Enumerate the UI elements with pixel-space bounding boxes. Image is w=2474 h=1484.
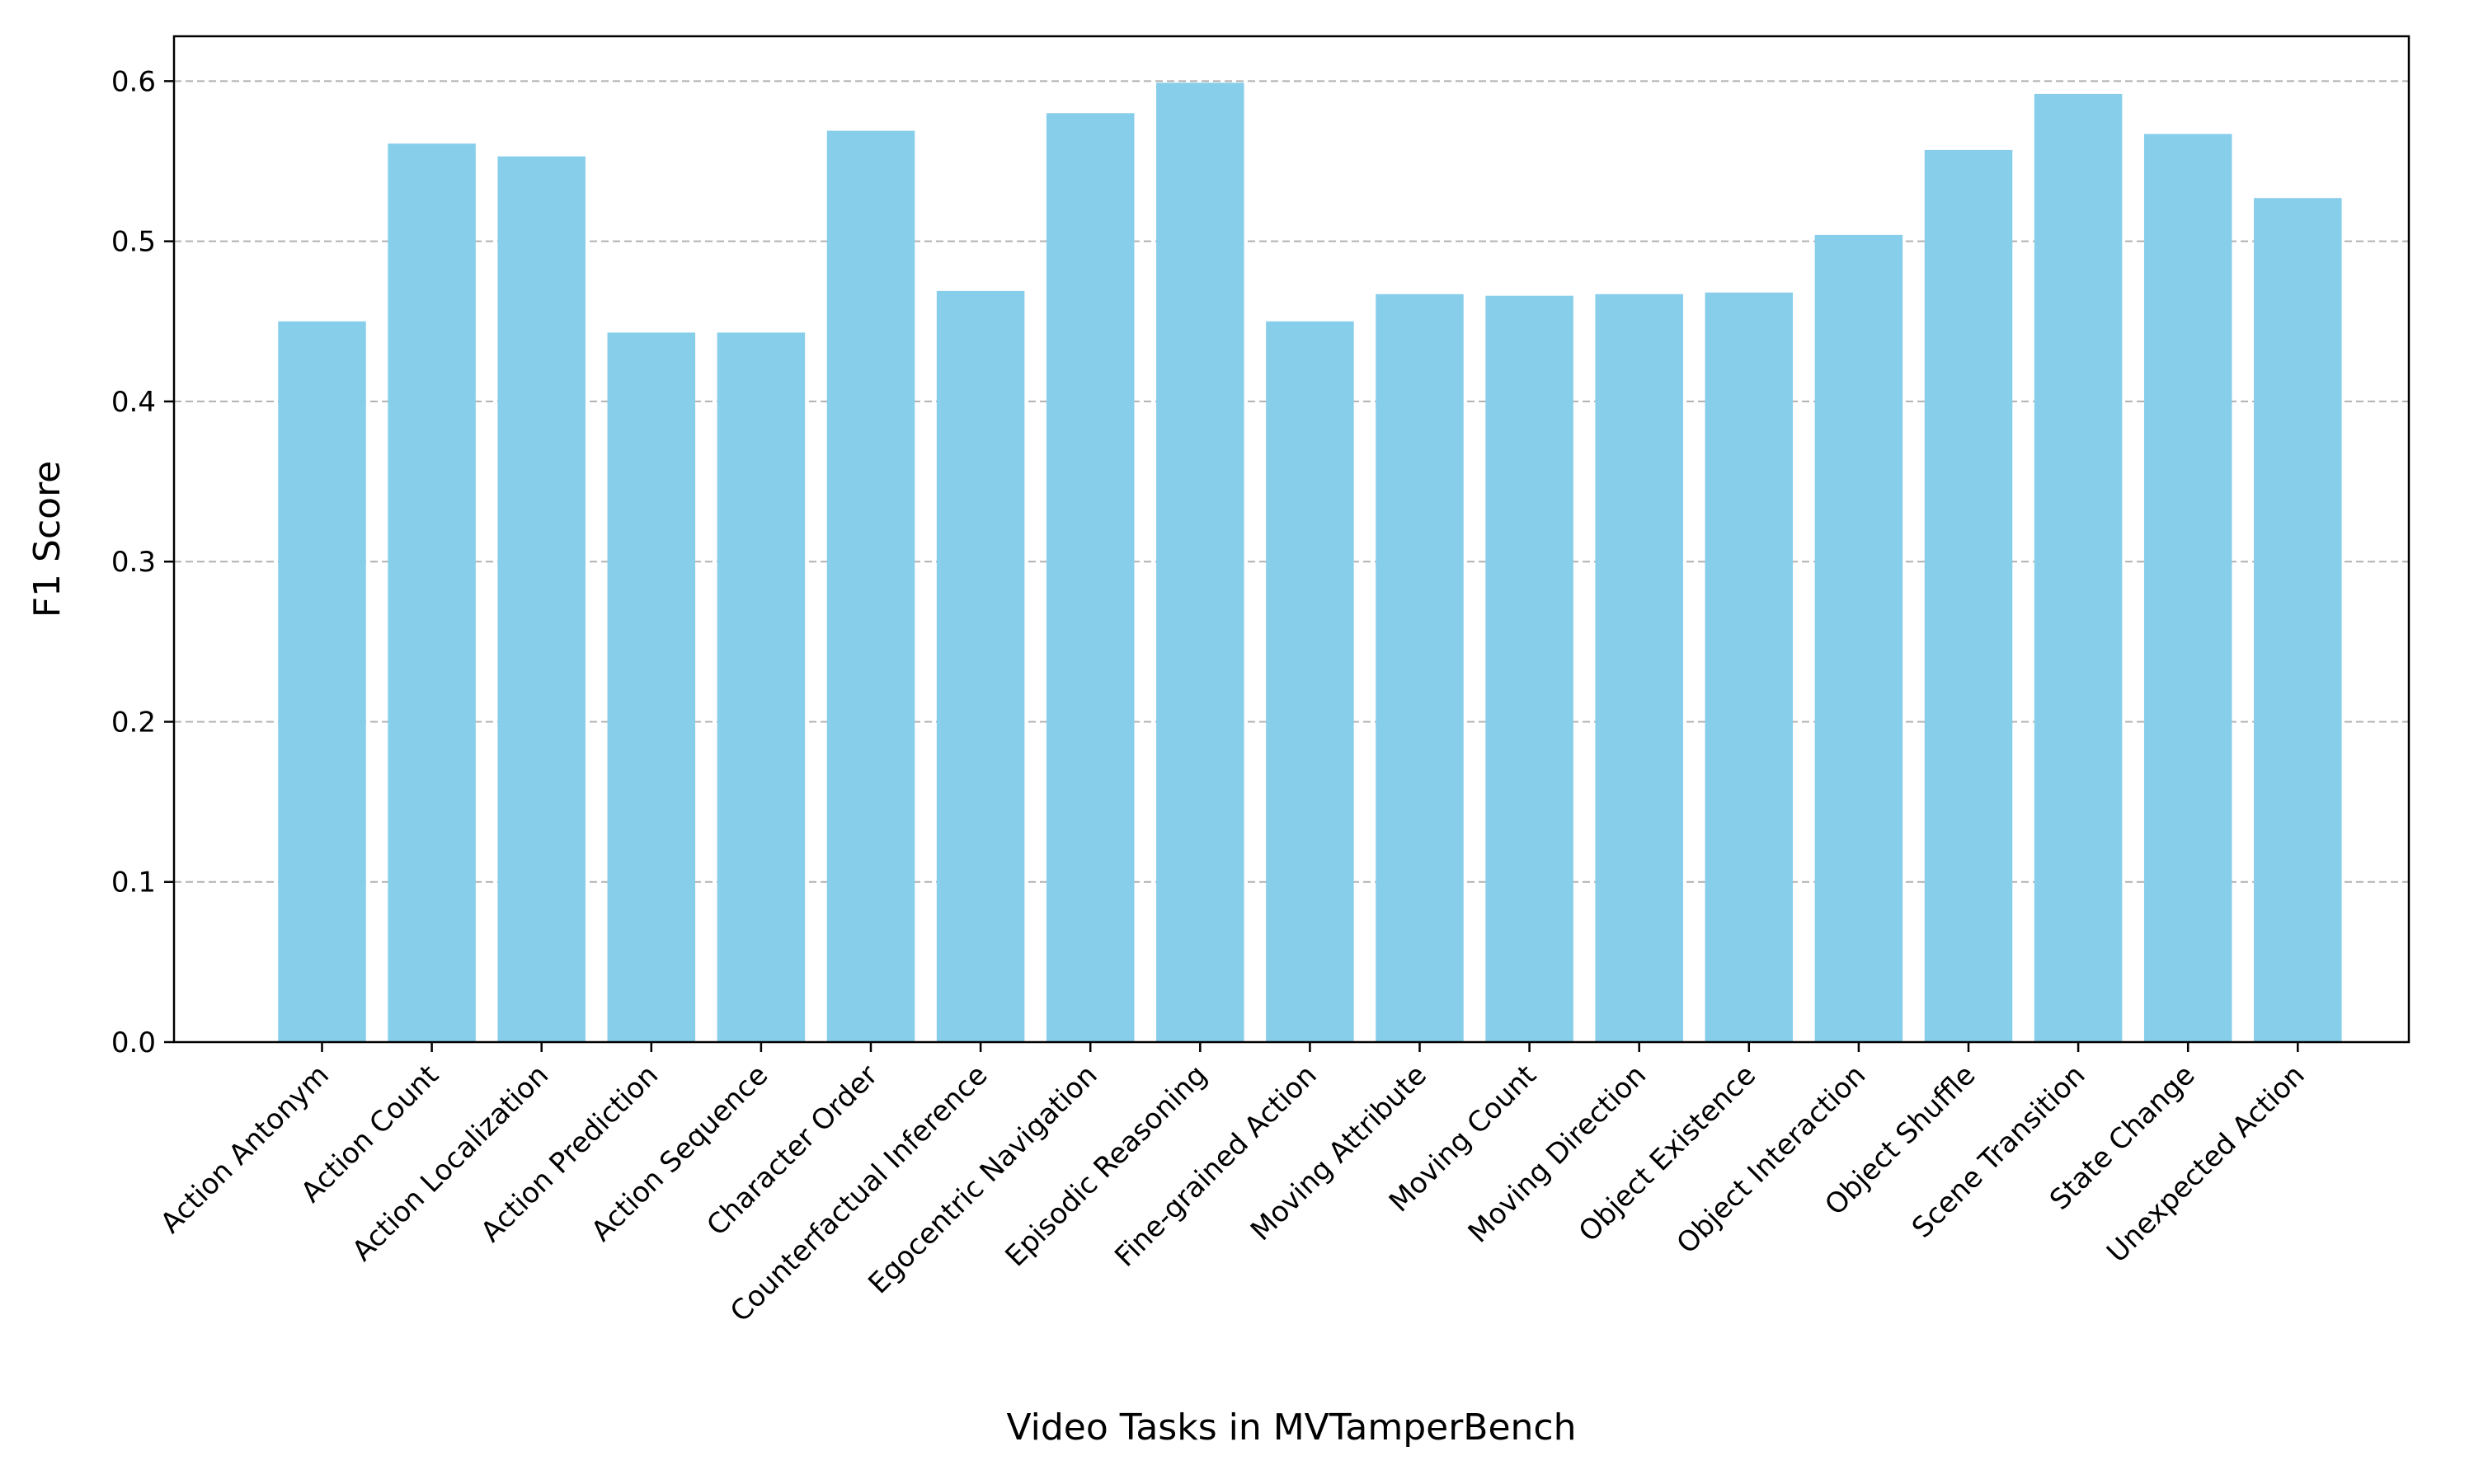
bar bbox=[2254, 198, 2342, 1042]
y-tick-label: 0.2 bbox=[111, 706, 156, 739]
bar bbox=[607, 332, 696, 1042]
bar bbox=[1705, 292, 1794, 1043]
y-tick-label: 0.4 bbox=[111, 386, 156, 419]
bar bbox=[1376, 294, 1464, 1042]
y-tick-label: 0.5 bbox=[111, 226, 156, 259]
bar bbox=[278, 321, 366, 1043]
bar bbox=[717, 332, 806, 1042]
bar bbox=[1595, 294, 1683, 1042]
bar bbox=[1814, 234, 1903, 1042]
plot-area-frame bbox=[172, 35, 2411, 1044]
bar bbox=[826, 130, 915, 1043]
bar bbox=[2143, 134, 2232, 1043]
bar bbox=[1156, 82, 1244, 1043]
bar bbox=[1266, 321, 1354, 1043]
y-axis-title: F1 Score bbox=[26, 461, 68, 618]
y-axis-ticks: 0.0 0.1 0.2 0.3 0.4 0.5 0.6 bbox=[111, 65, 174, 1059]
bar bbox=[1924, 149, 2013, 1042]
bar bbox=[388, 143, 476, 1043]
bar bbox=[1485, 295, 1573, 1042]
bar bbox=[936, 290, 1025, 1042]
bars bbox=[278, 82, 2342, 1043]
y-tick-label: 0.1 bbox=[111, 866, 156, 899]
y-tick-label: 0.0 bbox=[111, 1026, 156, 1059]
x-axis-title: Video Tasks in MVTamperBench bbox=[1006, 1407, 1576, 1449]
bar bbox=[2034, 93, 2123, 1043]
bar bbox=[1046, 113, 1135, 1042]
y-tick-label: 0.6 bbox=[111, 65, 156, 98]
bar bbox=[497, 156, 586, 1042]
y-tick-label: 0.3 bbox=[111, 546, 156, 579]
